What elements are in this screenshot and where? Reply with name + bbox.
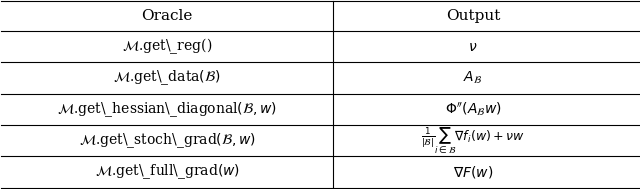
Text: $\mathcal{M}$.get\_data$(\mathcal{B})$: $\mathcal{M}$.get\_data$(\mathcal{B})$ — [113, 69, 221, 87]
Text: $\Phi^{\prime\prime}(A_{\mathcal{B}}w)$: $\Phi^{\prime\prime}(A_{\mathcal{B}}w)$ — [445, 101, 501, 118]
Text: $\mathcal{M}$.get\_full\_grad$(w)$: $\mathcal{M}$.get\_full\_grad$(w)$ — [95, 163, 239, 181]
Text: $\frac{1}{|\mathcal{B}|} \sum_{i \in \mathcal{B}} \nabla f_i(w) + \nu w$: $\frac{1}{|\mathcal{B}|} \sum_{i \in \ma… — [421, 125, 525, 156]
Text: Output: Output — [445, 9, 500, 23]
Text: Oracle: Oracle — [141, 9, 193, 23]
Text: $\mathcal{M}$.get\_reg(): $\mathcal{M}$.get\_reg() — [122, 37, 212, 57]
Text: $A_{\mathcal{B}}$: $A_{\mathcal{B}}$ — [463, 70, 483, 86]
Text: $\mathcal{M}$.get\_stoch\_grad$(\mathcal{B}, w)$: $\mathcal{M}$.get\_stoch\_grad$(\mathcal… — [79, 131, 255, 150]
Text: $\nu$: $\nu$ — [468, 40, 477, 54]
Text: $\nabla F(w)$: $\nabla F(w)$ — [453, 164, 493, 180]
Text: $\mathcal{M}$.get\_hessian\_diagonal$(\mathcal{B}, w)$: $\mathcal{M}$.get\_hessian\_diagonal$(\m… — [57, 100, 277, 119]
